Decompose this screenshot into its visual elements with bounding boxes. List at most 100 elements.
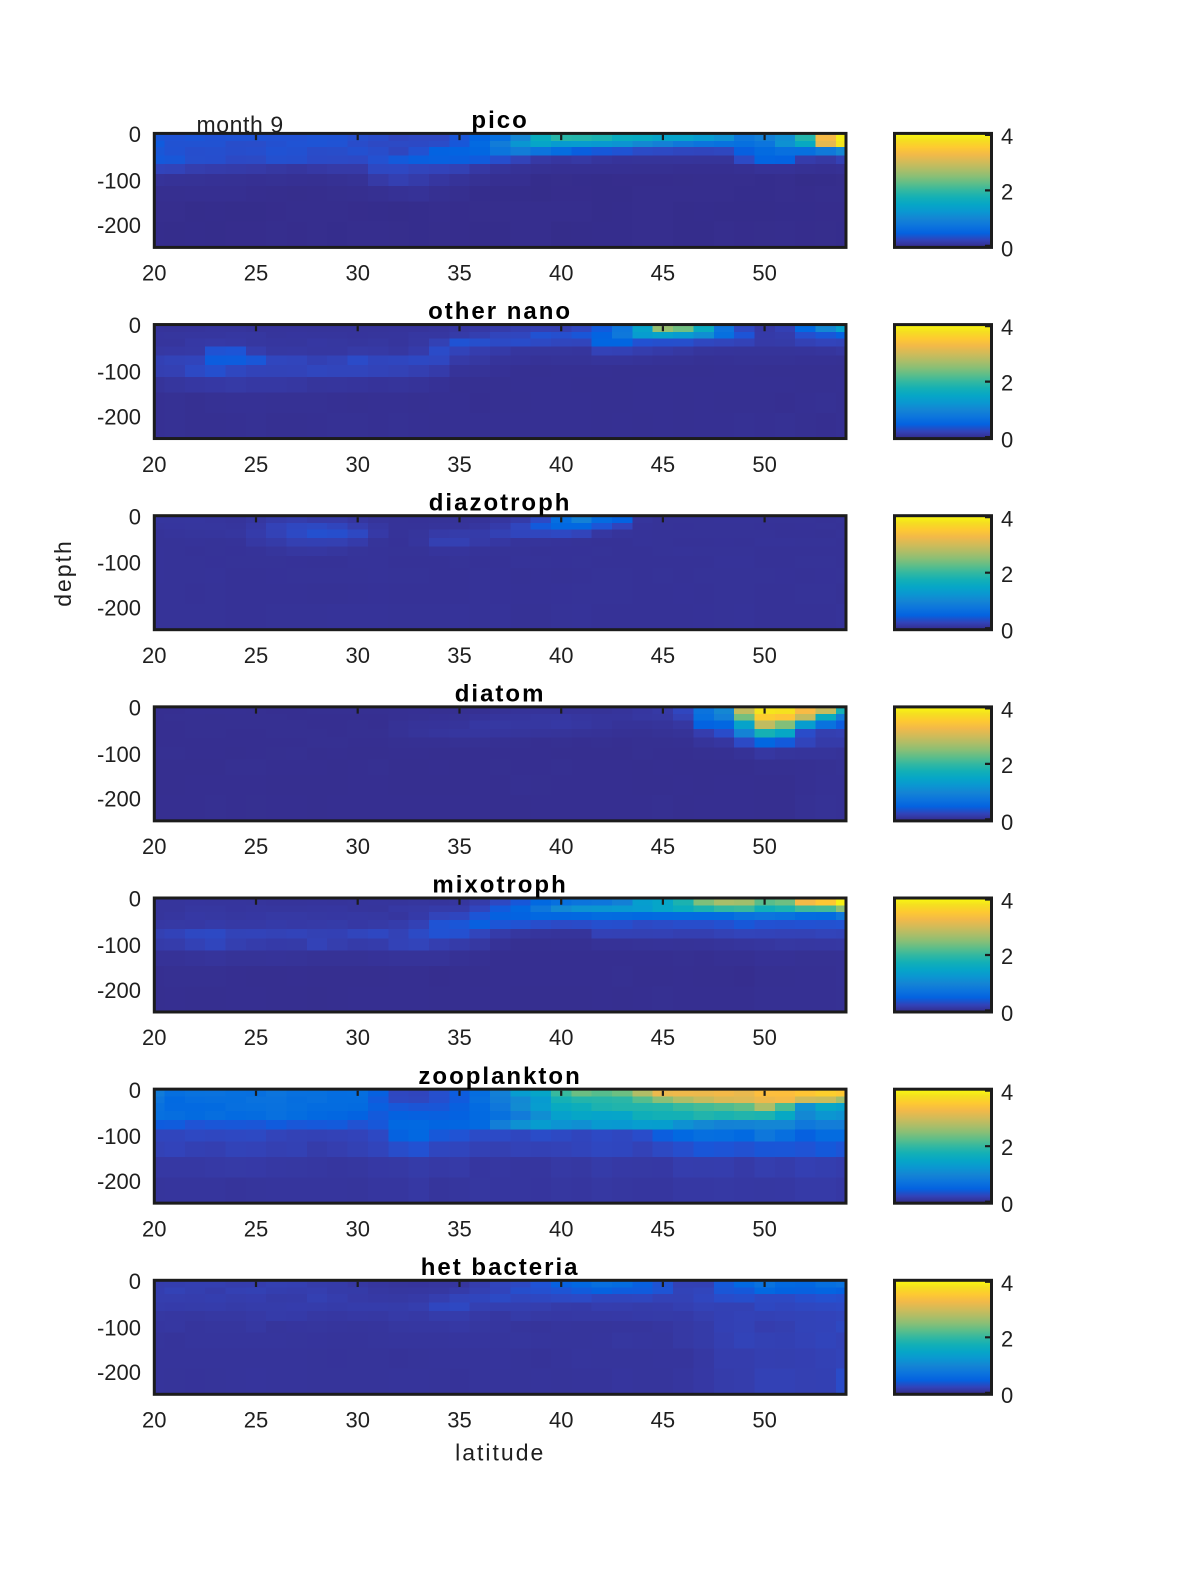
svg-text:2: 2: [1001, 562, 1013, 587]
svg-text:20: 20: [142, 834, 166, 859]
svg-text:20: 20: [142, 261, 166, 286]
svg-text:50: 50: [752, 452, 776, 477]
svg-text:35: 35: [447, 452, 471, 477]
svg-text:-100: -100: [97, 933, 141, 958]
svg-text:depth: depth: [50, 539, 76, 607]
svg-text:-200: -200: [97, 787, 141, 812]
svg-text:pico: pico: [471, 107, 528, 134]
svg-text:40: 40: [549, 452, 573, 477]
svg-text:40: 40: [549, 643, 573, 668]
svg-text:-200: -200: [97, 213, 141, 238]
svg-text:0: 0: [1001, 619, 1013, 644]
svg-text:month 9: month 9: [197, 111, 284, 137]
svg-text:20: 20: [142, 1216, 166, 1241]
svg-text:45: 45: [651, 643, 675, 668]
svg-text:45: 45: [651, 452, 675, 477]
svg-text:30: 30: [345, 643, 369, 668]
svg-text:50: 50: [752, 1216, 776, 1241]
svg-text:2: 2: [1001, 1326, 1013, 1351]
svg-text:45: 45: [651, 834, 675, 859]
svg-text:-100: -100: [97, 1124, 141, 1149]
svg-text:0: 0: [1001, 810, 1013, 835]
svg-text:2: 2: [1001, 944, 1013, 969]
svg-text:50: 50: [752, 643, 776, 668]
svg-text:0: 0: [129, 504, 141, 529]
svg-text:45: 45: [651, 1408, 675, 1433]
svg-text:0: 0: [1001, 1192, 1013, 1217]
svg-text:diatom: diatom: [455, 681, 546, 708]
svg-text:zooplankton: zooplankton: [418, 1063, 581, 1090]
svg-text:25: 25: [244, 1408, 268, 1433]
svg-text:30: 30: [345, 1408, 369, 1433]
svg-text:40: 40: [549, 1408, 573, 1433]
svg-text:0: 0: [1001, 1001, 1013, 1026]
svg-text:0: 0: [1001, 1383, 1013, 1408]
svg-text:-100: -100: [97, 742, 141, 767]
svg-text:50: 50: [752, 1025, 776, 1050]
svg-text:40: 40: [549, 261, 573, 286]
svg-text:-200: -200: [97, 978, 141, 1003]
svg-text:20: 20: [142, 1025, 166, 1050]
svg-text:mixotroph: mixotroph: [432, 872, 567, 899]
svg-text:30: 30: [345, 1216, 369, 1241]
svg-text:35: 35: [447, 1025, 471, 1050]
svg-text:4: 4: [1001, 889, 1013, 914]
svg-text:diazotroph: diazotroph: [429, 489, 572, 516]
svg-text:35: 35: [447, 1216, 471, 1241]
svg-text:-200: -200: [97, 1169, 141, 1194]
svg-text:35: 35: [447, 834, 471, 859]
svg-text:45: 45: [651, 261, 675, 286]
svg-text:25: 25: [244, 643, 268, 668]
svg-text:-100: -100: [97, 360, 141, 385]
svg-text:50: 50: [752, 834, 776, 859]
svg-text:-200: -200: [97, 1360, 141, 1385]
svg-text:0: 0: [129, 1269, 141, 1294]
svg-text:het bacteria: het bacteria: [421, 1254, 580, 1281]
svg-text:0: 0: [129, 122, 141, 147]
svg-text:40: 40: [549, 1025, 573, 1050]
svg-text:latitude: latitude: [455, 1440, 545, 1466]
svg-text:25: 25: [244, 1025, 268, 1050]
svg-text:4: 4: [1001, 1080, 1013, 1105]
svg-text:4: 4: [1001, 506, 1013, 531]
svg-text:35: 35: [447, 261, 471, 286]
svg-text:20: 20: [142, 1408, 166, 1433]
svg-text:4: 4: [1001, 124, 1013, 149]
svg-text:50: 50: [752, 261, 776, 286]
svg-text:other nano: other nano: [428, 298, 572, 325]
svg-text:35: 35: [447, 1408, 471, 1433]
svg-text:0: 0: [129, 696, 141, 721]
svg-text:40: 40: [549, 1216, 573, 1241]
svg-text:-200: -200: [97, 404, 141, 429]
svg-text:4: 4: [1001, 1271, 1013, 1296]
svg-text:35: 35: [447, 643, 471, 668]
svg-text:30: 30: [345, 834, 369, 859]
svg-text:25: 25: [244, 834, 268, 859]
svg-text:25: 25: [244, 1216, 268, 1241]
svg-text:-200: -200: [97, 596, 141, 621]
svg-text:-100: -100: [97, 1315, 141, 1340]
svg-text:2: 2: [1001, 371, 1013, 396]
svg-text:2: 2: [1001, 1135, 1013, 1160]
svg-text:30: 30: [345, 261, 369, 286]
svg-text:4: 4: [1001, 315, 1013, 340]
svg-text:2: 2: [1001, 180, 1013, 205]
svg-text:0: 0: [1001, 236, 1013, 261]
svg-text:20: 20: [142, 643, 166, 668]
svg-text:-100: -100: [97, 551, 141, 576]
svg-text:30: 30: [345, 1025, 369, 1050]
svg-text:50: 50: [752, 1408, 776, 1433]
svg-text:4: 4: [1001, 698, 1013, 723]
svg-text:2: 2: [1001, 753, 1013, 778]
svg-text:0: 0: [129, 313, 141, 338]
svg-text:0: 0: [129, 887, 141, 912]
svg-text:0: 0: [1001, 427, 1013, 452]
svg-text:45: 45: [651, 1216, 675, 1241]
svg-text:20: 20: [142, 452, 166, 477]
svg-text:25: 25: [244, 261, 268, 286]
svg-text:40: 40: [549, 834, 573, 859]
svg-text:-100: -100: [97, 168, 141, 193]
svg-text:0: 0: [129, 1078, 141, 1103]
svg-text:45: 45: [651, 1025, 675, 1050]
svg-text:30: 30: [345, 452, 369, 477]
